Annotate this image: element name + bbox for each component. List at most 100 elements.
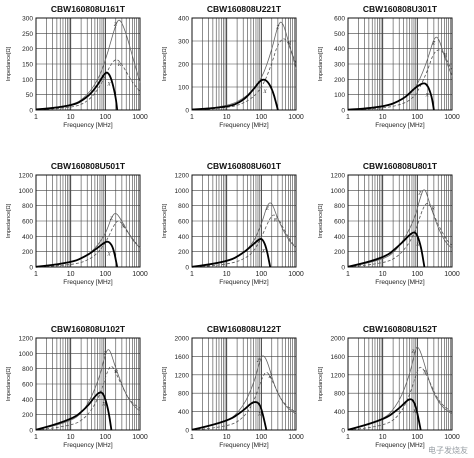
curve-label: X bbox=[415, 242, 420, 248]
series-line-r bbox=[347, 366, 453, 431]
series-line-x bbox=[191, 78, 279, 111]
curve-label: Z bbox=[103, 351, 107, 357]
series-line-r bbox=[35, 366, 141, 431]
y-tick-label: 1200 bbox=[175, 372, 190, 379]
y-tick-label: 600 bbox=[178, 219, 189, 226]
plot-frame bbox=[191, 174, 297, 268]
chart-panel: CBW160808U122T 0 400 800 1200 1600 2000 1 10 100 1… bbox=[162, 324, 304, 449]
x-tick-label: 1 bbox=[34, 434, 38, 441]
y-tick-label: 1200 bbox=[19, 173, 34, 180]
y-tick-label: 600 bbox=[22, 382, 33, 389]
chart-panel: CBW160808U102T 0 200 400 600 800 1000 1200 1 10 10… bbox=[6, 324, 148, 449]
y-tick-label: 1200 bbox=[331, 372, 346, 379]
series-line-x bbox=[191, 401, 268, 431]
series-line-x bbox=[35, 391, 113, 431]
y-tick-label: 0 bbox=[29, 428, 33, 435]
chart-title: CBW160808U221T bbox=[207, 4, 282, 14]
x-tick-label: 100 bbox=[255, 114, 267, 121]
y-tick-label: 50 bbox=[26, 92, 34, 99]
x-tick-label: 1 bbox=[34, 271, 38, 278]
y-tick-label: 800 bbox=[22, 366, 33, 373]
x-axis-label: Frequency [MHz] bbox=[219, 122, 269, 129]
y-tick-label: 200 bbox=[178, 62, 189, 69]
y-tick-label: 600 bbox=[334, 16, 345, 23]
curve-label: Z bbox=[114, 22, 118, 28]
curve-label: Z bbox=[257, 358, 261, 364]
plot-frame bbox=[191, 17, 297, 111]
chart-title: CBW160808U501T bbox=[51, 161, 126, 171]
curve-label: Z bbox=[418, 191, 422, 197]
x-tick-label: 1000 bbox=[444, 434, 460, 441]
chart-panel: CBW160808U161T 0 50 100 150 200 250 300 1 10 100 10… bbox=[6, 4, 148, 129]
curve-label: R bbox=[287, 40, 292, 46]
x-tick-label: 10 bbox=[67, 114, 75, 121]
x-tick-label: 1 bbox=[34, 114, 38, 121]
chart-title: CBW160808U122T bbox=[207, 324, 282, 334]
y-tick-label: 1200 bbox=[175, 173, 190, 180]
x-tick-label: 100 bbox=[411, 271, 423, 278]
chart-title: CBW160808U601T bbox=[207, 161, 282, 171]
curve-label: X bbox=[261, 249, 266, 255]
y-tick-label: 1600 bbox=[175, 354, 190, 361]
series-line-z bbox=[191, 355, 297, 431]
x-tick-label: 10 bbox=[223, 271, 231, 278]
chart-title: CBW160808U301T bbox=[363, 4, 438, 14]
y-axis-label: Impedance[Ω] bbox=[6, 46, 12, 81]
x-axis-label: Frequency [MHz] bbox=[63, 279, 113, 286]
y-axis-label: Impedance[Ω] bbox=[162, 366, 168, 401]
y-tick-label: 500 bbox=[334, 31, 345, 38]
x-tick-label: 1000 bbox=[132, 434, 148, 441]
series-line-r bbox=[35, 59, 141, 111]
x-tick-label: 1 bbox=[346, 434, 350, 441]
y-tick-label: 0 bbox=[341, 265, 345, 272]
x-tick-label: 10 bbox=[67, 434, 75, 441]
y-tick-label: 0 bbox=[185, 108, 189, 115]
x-axis-label: Frequency [MHz] bbox=[63, 442, 113, 449]
y-tick-label: 200 bbox=[22, 46, 33, 53]
curve-label: R bbox=[443, 53, 448, 59]
chart-panel: CBW160808U221T 0 100 200 300 400 1 10 100 1000 Fre… bbox=[162, 4, 304, 129]
x-tick-label: 1000 bbox=[288, 114, 304, 121]
y-tick-label: 400 bbox=[178, 234, 189, 241]
plot-frame bbox=[35, 337, 141, 431]
series-line-z bbox=[191, 21, 297, 110]
curve-label: R bbox=[422, 370, 427, 376]
watermark-text: 电子发烧友 bbox=[428, 446, 468, 455]
y-tick-label: 1000 bbox=[19, 188, 34, 195]
x-axis-label: Frequency [MHz] bbox=[219, 279, 269, 286]
y-tick-label: 600 bbox=[22, 219, 33, 226]
x-tick-label: 10 bbox=[223, 434, 231, 441]
y-tick-label: 1600 bbox=[331, 354, 346, 361]
x-tick-label: 10 bbox=[379, 271, 387, 278]
curve-label: R bbox=[120, 223, 125, 229]
y-tick-label: 0 bbox=[29, 265, 33, 272]
x-tick-label: 100 bbox=[99, 271, 111, 278]
curve-label: X bbox=[106, 82, 111, 88]
y-tick-label: 100 bbox=[22, 77, 33, 84]
y-axis-label: Impedance[Ω] bbox=[318, 366, 324, 401]
x-tick-label: 1000 bbox=[444, 114, 460, 121]
x-tick-label: 100 bbox=[99, 114, 111, 121]
series-line-r bbox=[191, 38, 297, 111]
y-tick-label: 0 bbox=[341, 108, 345, 115]
y-tick-label: 250 bbox=[22, 31, 33, 38]
x-tick-label: 1 bbox=[190, 434, 194, 441]
curve-label: R bbox=[113, 369, 118, 375]
plot-frame bbox=[347, 17, 453, 111]
series-line-x bbox=[35, 71, 119, 111]
x-tick-label: 100 bbox=[255, 434, 267, 441]
chart-title: CBW160808U801T bbox=[363, 161, 438, 171]
plot-frame bbox=[191, 337, 297, 431]
y-tick-label: 400 bbox=[178, 409, 189, 416]
series-line-z bbox=[347, 36, 453, 111]
y-axis-label: Impedance[Ω] bbox=[6, 203, 12, 238]
y-tick-label: 1000 bbox=[19, 351, 34, 358]
y-tick-label: 200 bbox=[22, 249, 33, 256]
y-tick-label: 200 bbox=[334, 77, 345, 84]
series-line-x bbox=[347, 398, 422, 431]
curve-label: X bbox=[262, 89, 267, 95]
series-line-z bbox=[35, 213, 141, 268]
series-line-z bbox=[35, 349, 141, 431]
y-tick-label: 200 bbox=[178, 249, 189, 256]
